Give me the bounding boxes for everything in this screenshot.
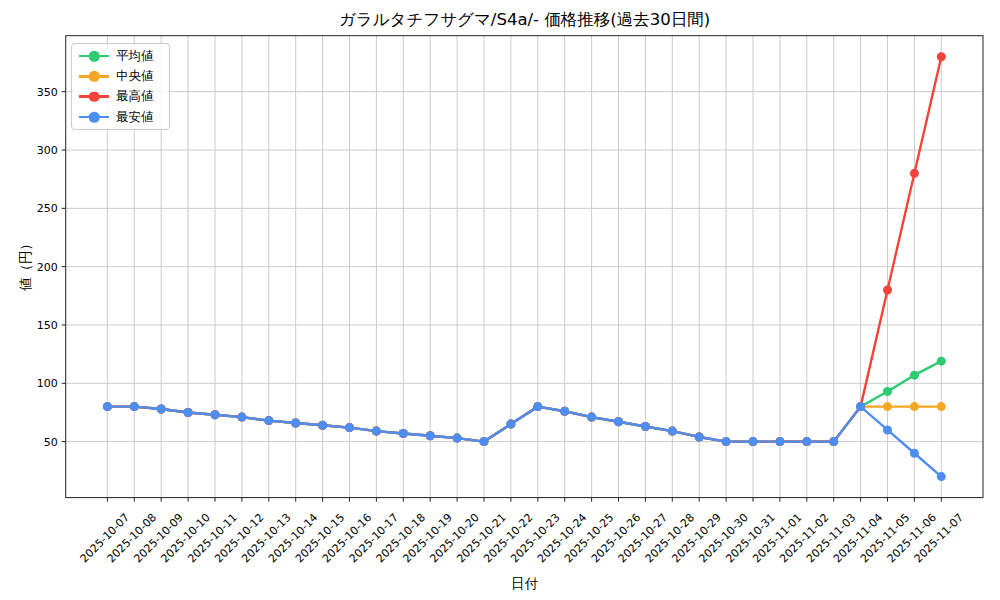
legend-label: 平均値 (116, 48, 154, 65)
series-average-marker (937, 357, 946, 366)
series-average-marker (910, 371, 919, 380)
y-axis-label: 値（円） (17, 219, 35, 309)
x-axis-label: 日付 (66, 575, 983, 593)
series-max-line (103, 52, 946, 446)
series-min-marker (641, 422, 650, 431)
legend-marker-icon (89, 112, 100, 123)
series-min-marker (883, 425, 892, 434)
series-average-line (103, 357, 946, 446)
series-min-marker (426, 431, 435, 440)
series-max-marker (883, 285, 892, 294)
series-max-marker (937, 52, 946, 61)
series-median-line (103, 402, 946, 446)
series-min-marker (587, 413, 596, 422)
series-median-marker (883, 402, 892, 411)
series-min-marker (802, 437, 811, 446)
series-min-marker (479, 437, 488, 446)
series-median-marker (910, 402, 919, 411)
series-min-marker (291, 418, 300, 427)
series-min-marker (856, 402, 865, 411)
legend-marker-icon (89, 71, 100, 82)
series-min-marker (157, 404, 166, 413)
series-min-marker (506, 420, 515, 429)
series-min-marker (695, 432, 704, 441)
series-max-marker (910, 169, 919, 178)
legend-marker-icon (89, 91, 100, 102)
series-min-marker (210, 410, 219, 419)
series-min-marker (345, 423, 354, 432)
y-tick-labels: 50 100 150 200 250 300 350 (37, 86, 58, 449)
series-min-marker (264, 416, 273, 425)
series-median-marker (937, 402, 946, 411)
series-min-marker (533, 402, 542, 411)
series-min-marker (775, 437, 784, 446)
series-min-marker (453, 434, 462, 443)
legend-item-min: 最安値 (79, 107, 161, 127)
series-min-marker (937, 472, 946, 481)
series-min-marker (318, 421, 327, 430)
series-average-marker (883, 387, 892, 396)
legend-swatch-icon (79, 95, 109, 98)
legend-label: 最高値 (116, 88, 154, 105)
legend-item-max: 最高値 (79, 87, 161, 107)
series-min-marker (749, 437, 758, 446)
series-min-marker (372, 427, 381, 436)
legend: 平均値中央値最高値最安値 (71, 43, 170, 130)
y-tick-label: 50 (44, 436, 58, 449)
y-tick-label: 150 (37, 319, 58, 332)
price-history-chart: ガラルタチフサグマ/S4a/- 価格推移(過去30日間) 値（円） 日付 202… (0, 0, 1000, 600)
legend-item-median: 中央値 (79, 66, 161, 86)
x-tick-labels: 2025-10-072025-10-082025-10-092025-10-10… (78, 511, 966, 565)
series-min-marker (668, 427, 677, 436)
legend-label: 中央値 (116, 68, 154, 85)
y-tick-label: 100 (37, 377, 58, 390)
series-min-marker (560, 407, 569, 416)
y-tick-label: 200 (37, 261, 58, 274)
y-tick-label: 350 (37, 86, 58, 99)
series-min-marker (614, 417, 623, 426)
series-min-marker (399, 429, 408, 438)
series-min-marker (722, 437, 731, 446)
legend-label: 最安値 (116, 109, 154, 126)
series-min-marker (103, 402, 112, 411)
y-tick-label: 300 (37, 144, 58, 157)
series-min-marker (184, 408, 193, 417)
legend-item-average: 平均値 (79, 46, 161, 66)
series-min-marker (237, 413, 246, 422)
legend-swatch-icon (79, 75, 109, 78)
legend-swatch-icon (79, 116, 109, 119)
chart-title: ガラルタチフサグマ/S4a/- 価格推移(過去30日間) (66, 9, 983, 31)
legend-marker-icon (89, 51, 100, 62)
series-min-marker (829, 437, 838, 446)
series-min-marker (130, 402, 139, 411)
series-min-marker (910, 449, 919, 458)
y-tick-label: 250 (37, 202, 58, 215)
legend-swatch-icon (79, 55, 109, 58)
